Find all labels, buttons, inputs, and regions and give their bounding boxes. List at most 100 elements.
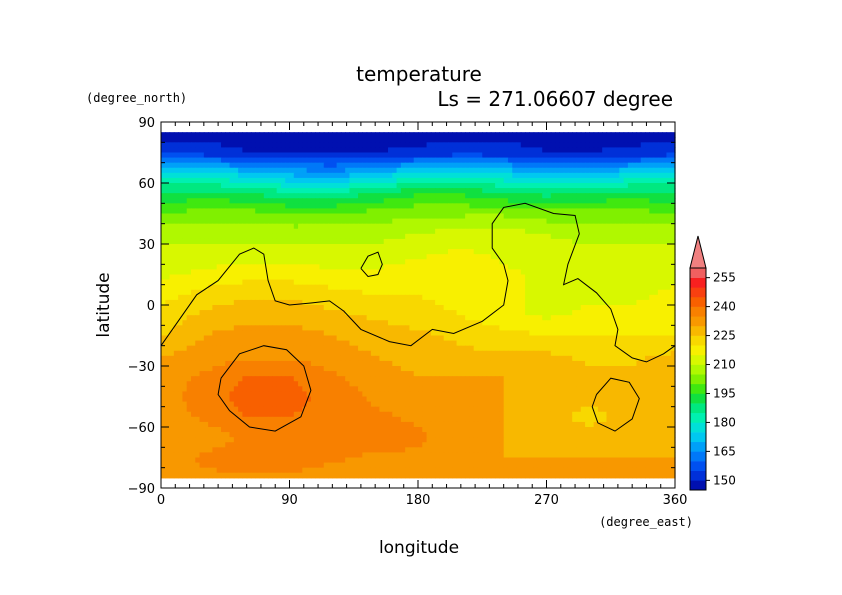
field-cell xyxy=(666,172,672,179)
field-cell xyxy=(383,335,389,342)
field-cell xyxy=(460,208,466,215)
field-cell xyxy=(430,193,436,199)
field-cell xyxy=(216,218,222,225)
field-cell xyxy=(482,142,488,149)
field-cell xyxy=(537,335,543,342)
field-cell xyxy=(190,213,196,220)
field-cell xyxy=(469,137,475,143)
field-cell xyxy=(388,193,393,199)
field-cell xyxy=(533,269,539,276)
field-cell xyxy=(276,198,282,204)
field-cell xyxy=(285,315,291,321)
field-cell xyxy=(546,152,552,159)
field-cell xyxy=(636,132,642,138)
field-cell xyxy=(649,218,655,225)
field-cell xyxy=(546,157,552,164)
field-cell xyxy=(465,254,470,260)
field-cell xyxy=(632,167,638,174)
field-cell xyxy=(199,294,205,301)
field-cell xyxy=(383,147,389,154)
field-cell xyxy=(250,335,256,342)
field-cell xyxy=(550,172,556,179)
field-cell xyxy=(276,254,282,260)
field-cell xyxy=(259,284,265,291)
field-cell xyxy=(315,238,321,245)
field-cell xyxy=(619,157,625,164)
field-cell xyxy=(456,249,462,255)
field-cell xyxy=(447,162,453,169)
field-cell xyxy=(315,310,321,316)
field-cell xyxy=(512,254,518,260)
field-cell xyxy=(246,172,252,179)
field-cell xyxy=(225,325,231,332)
field-cell xyxy=(161,142,166,149)
field-cell xyxy=(460,340,466,347)
field-cell xyxy=(610,152,616,159)
field-cell xyxy=(165,162,171,169)
field-cell xyxy=(486,142,492,149)
field-cell xyxy=(280,315,286,321)
field-cell xyxy=(546,284,552,291)
field-cell xyxy=(280,137,286,143)
field-cell xyxy=(306,223,312,230)
field-cell xyxy=(302,305,308,311)
field-cell xyxy=(602,310,608,316)
field-cell xyxy=(447,325,453,332)
field-cell xyxy=(546,233,552,240)
field-cell xyxy=(345,320,351,326)
field-cell xyxy=(250,340,256,347)
field-cell xyxy=(640,177,646,184)
field-cell xyxy=(276,294,282,301)
field-cell xyxy=(610,188,616,194)
field-cell xyxy=(173,254,179,260)
field-cell xyxy=(388,147,393,154)
field-cell xyxy=(662,152,668,159)
field-cell xyxy=(627,244,633,250)
field-cell xyxy=(456,157,462,164)
field-cell xyxy=(452,162,458,169)
field-cell xyxy=(426,330,432,337)
field-cell xyxy=(182,264,188,271)
field-cell xyxy=(452,147,458,154)
field-cell xyxy=(662,193,668,199)
field-cell xyxy=(323,137,329,143)
field-cell xyxy=(422,299,428,306)
field-cell xyxy=(490,208,496,215)
field-cell xyxy=(533,157,539,164)
field-cell xyxy=(242,289,248,296)
field-cell xyxy=(289,320,295,326)
field-cell xyxy=(280,259,286,265)
field-cell xyxy=(666,325,672,332)
field-cell xyxy=(250,274,256,281)
field-cell xyxy=(636,198,642,204)
field-cell xyxy=(409,340,415,347)
field-cell xyxy=(345,188,351,194)
field-cell xyxy=(645,223,650,230)
field-cell xyxy=(413,218,419,225)
field-cell xyxy=(268,254,273,260)
field-cell xyxy=(593,172,599,179)
field-cell xyxy=(229,320,235,326)
field-cell xyxy=(161,325,166,332)
field-cell xyxy=(212,310,218,316)
field-cell xyxy=(233,188,239,194)
field-cell xyxy=(229,264,235,271)
field-cell xyxy=(182,162,188,169)
field-cell xyxy=(426,223,432,230)
field-cell xyxy=(190,223,196,230)
field-cell xyxy=(259,188,265,194)
field-cell xyxy=(255,228,261,235)
field-cell xyxy=(190,157,196,164)
field-cell xyxy=(435,274,441,281)
field-cell xyxy=(195,244,201,250)
field-cell xyxy=(199,203,205,210)
field-cell xyxy=(580,223,586,230)
field-cell xyxy=(298,330,303,337)
field-cell xyxy=(298,233,303,240)
field-cell xyxy=(388,198,393,204)
field-cell xyxy=(456,279,462,286)
field-cell xyxy=(289,238,295,245)
field-cell xyxy=(370,294,376,301)
field-cell xyxy=(409,244,415,250)
field-cell xyxy=(289,198,295,204)
